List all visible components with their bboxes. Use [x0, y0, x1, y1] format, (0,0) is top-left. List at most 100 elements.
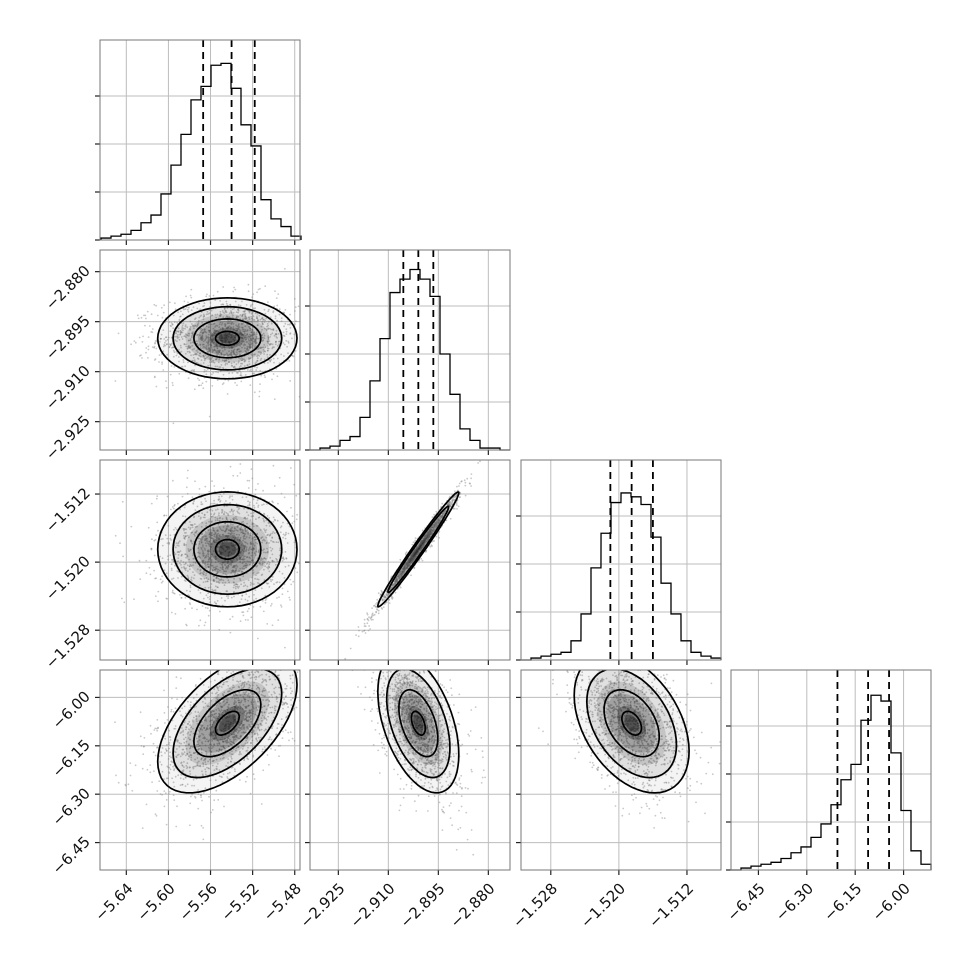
sample-point: [190, 370, 193, 372]
sample-point: [272, 328, 275, 330]
sample-point: [237, 361, 240, 364]
sample-point: [212, 361, 215, 364]
sample-point: [294, 306, 297, 308]
sample-point: [180, 336, 183, 338]
sample-point: [257, 354, 259, 357]
sample-point: [211, 340, 213, 343]
sample-point: [420, 546, 422, 549]
sample-point: [431, 545, 433, 548]
sample-point: [215, 351, 218, 354]
sample-point: [432, 524, 435, 527]
sample-point: [255, 335, 258, 338]
sample-point: [177, 557, 180, 559]
sample-point: [278, 596, 280, 598]
sample-point: [421, 546, 424, 548]
sample-point: [229, 319, 232, 322]
sample-point: [207, 558, 210, 561]
sample-point: [206, 549, 209, 552]
sample-point: [357, 626, 360, 628]
sample-point: [219, 366, 222, 369]
sample-point: [405, 567, 407, 570]
sample-point: [267, 301, 269, 304]
sample-point: [266, 515, 269, 517]
sample-point: [220, 495, 223, 498]
sample-point: [233, 534, 236, 537]
sample-point: [410, 557, 412, 559]
sample-point: [219, 546, 222, 549]
sample-point: [220, 555, 223, 557]
sample-point: [253, 353, 255, 356]
sample-point: [231, 570, 234, 573]
sample-point: [222, 487, 225, 489]
sample-point: [420, 541, 423, 543]
sample-point: [255, 317, 258, 319]
sample-point: [291, 737, 294, 740]
sample-point: [262, 679, 265, 682]
sample-point: [271, 346, 274, 349]
sample-point: [237, 309, 240, 312]
sample-point: [217, 530, 219, 532]
sample-point: [176, 544, 179, 547]
sample-point: [181, 727, 183, 729]
sample-point: [219, 552, 222, 554]
sample-point: [219, 738, 222, 741]
sample-point: [453, 507, 456, 510]
sample-point: [204, 555, 207, 558]
sample-point: [417, 547, 420, 549]
sample-point: [242, 330, 245, 333]
sample-point: [189, 345, 192, 348]
sample-point: [225, 332, 228, 335]
sample-point: [178, 318, 181, 321]
sample-point: [232, 517, 235, 520]
sample-point: [450, 502, 453, 505]
sample-point: [174, 775, 177, 778]
sample-point: [237, 308, 240, 311]
sample-point: [421, 544, 424, 546]
sample-point: [280, 320, 283, 322]
sample-point: [306, 538, 308, 540]
sample-point: [235, 316, 238, 319]
sample-point: [422, 543, 425, 546]
sample-point: [459, 496, 461, 498]
sample-point: [155, 497, 158, 500]
sample-point: [228, 347, 231, 349]
sample-point: [242, 333, 245, 336]
sample-point: [439, 519, 441, 522]
sample-point: [234, 570, 237, 572]
sample-point: [427, 536, 430, 538]
sample-point: [182, 528, 185, 530]
sample-point: [222, 683, 225, 686]
sample-point: [264, 319, 266, 322]
sample-point: [241, 313, 244, 316]
sample-point: [186, 348, 189, 350]
sample-point: [215, 697, 218, 700]
sample-point: [427, 535, 430, 537]
sample-point: [456, 504, 458, 506]
sample-point: [183, 506, 186, 509]
sample-point: [236, 384, 238, 387]
sample-point: [212, 529, 215, 532]
sample-point: [381, 599, 384, 602]
sample-point: [182, 561, 185, 564]
sample-point: [196, 505, 199, 508]
sample-point: [226, 568, 229, 570]
sample-point: [380, 593, 382, 596]
sample-point: [384, 596, 387, 599]
sample-point: [160, 337, 162, 340]
sample-point: [191, 524, 194, 526]
sample-point: [209, 329, 212, 332]
sample-point: [229, 529, 232, 532]
sample-point: [207, 715, 210, 718]
sample-point: [294, 310, 296, 312]
sample-point: [177, 311, 180, 314]
sample-point: [199, 572, 202, 574]
sample-point: [267, 335, 269, 337]
y-tick-label: −2.895: [42, 312, 94, 364]
sample-point: [266, 325, 268, 328]
sample-point: [217, 568, 220, 571]
sample-point: [234, 527, 236, 530]
sample-point: [240, 357, 243, 359]
sample-point: [220, 303, 223, 306]
sample-point: [422, 545, 425, 548]
sample-point: [417, 550, 420, 552]
